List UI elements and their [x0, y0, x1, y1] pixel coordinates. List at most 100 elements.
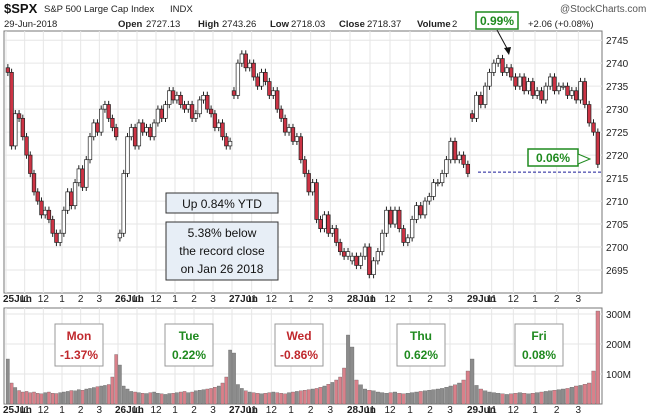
volume-bar	[13, 387, 18, 405]
x-tick-label: 1	[532, 294, 538, 305]
high-callout-arrowhead	[504, 47, 511, 55]
volume-bar	[295, 391, 299, 405]
candle-body	[193, 113, 199, 119]
candle-body	[448, 140, 453, 161]
volume-bar	[556, 389, 561, 405]
candle-body	[578, 81, 583, 101]
volume-bar	[156, 393, 160, 405]
volume-bar	[182, 391, 187, 405]
volume-bar	[414, 391, 419, 405]
x-tick-label: 12	[384, 294, 396, 305]
day-box	[274, 323, 324, 367]
volume-bar	[496, 393, 501, 405]
candle-body	[298, 136, 303, 161]
high-callout-text: 0.99%	[480, 14, 514, 28]
candle-body	[279, 108, 284, 119]
candle-body	[102, 104, 108, 110]
candle-body	[87, 136, 93, 161]
candle-body	[530, 81, 535, 96]
volume-bar	[578, 385, 583, 405]
day-name: Mon	[67, 329, 92, 343]
volume-bar	[535, 392, 540, 405]
volume-bar	[338, 376, 342, 405]
candle-body	[349, 255, 355, 262]
change-value: +2.06 (+0.08%)	[528, 19, 594, 30]
volume-bar	[397, 393, 402, 405]
x-tick-label: 12	[384, 405, 396, 415]
volume-bar	[32, 391, 36, 405]
day-box	[54, 323, 104, 367]
candle-body	[91, 122, 96, 138]
x-tick-label: 1	[59, 405, 65, 415]
volume-bar	[201, 389, 206, 405]
x-tick-label: 3	[576, 294, 582, 305]
watermark: @StockCharts.com	[560, 4, 646, 15]
volume-bar	[543, 391, 548, 405]
x-tick-label: 11	[486, 294, 497, 305]
candle-body	[461, 154, 466, 165]
volume-bar	[552, 390, 557, 405]
x-tick-label: 11	[19, 405, 30, 415]
day-box	[396, 323, 446, 367]
candle-body	[197, 99, 202, 115]
candle-body	[452, 140, 458, 161]
candle-body	[243, 53, 248, 69]
volume-bar	[322, 385, 327, 405]
candle-body	[548, 76, 553, 87]
volume-bar	[453, 384, 457, 405]
volume-bar	[47, 391, 51, 405]
volume-bar	[6, 358, 10, 405]
index-name: S&P 500 Large Cap Index	[44, 4, 154, 15]
volume-bar	[58, 392, 62, 405]
price-tick-label: 2705	[606, 220, 629, 231]
price-tick-label: 2720	[606, 151, 629, 162]
record-text-3: on Jan 26 2018	[181, 262, 264, 276]
candle-body	[144, 127, 149, 133]
candle-body	[255, 76, 260, 87]
day-box	[514, 323, 564, 367]
candle-body	[310, 182, 315, 193]
x-tick-label: 1	[407, 294, 413, 305]
volume-bar	[62, 391, 66, 405]
volume-bar	[470, 358, 475, 405]
volume-bar	[314, 388, 319, 405]
x-tick-label: 1	[59, 294, 65, 305]
x-tick-label: 12	[266, 294, 278, 305]
candle-body	[435, 182, 441, 185]
x-tick-label: 1	[172, 405, 178, 415]
volume-bar	[77, 389, 81, 405]
volume-bar	[65, 391, 70, 405]
candle-body	[306, 173, 311, 193]
candle-body	[509, 67, 514, 78]
volume-bar	[440, 388, 445, 405]
price-axis: 2695 2700 2705 2710 2715 2720 2725 2730 2735 2740…	[606, 36, 629, 277]
volume-bar	[243, 390, 248, 405]
volume-bar	[125, 388, 130, 405]
candle-body	[565, 85, 570, 96]
record-text-1: 5.38% below	[188, 226, 257, 240]
volume-tick-label: 200M	[606, 340, 631, 351]
volume-bar	[163, 394, 168, 405]
volume-bar	[144, 393, 149, 405]
day-box	[164, 323, 214, 367]
x-tick-label: 1	[532, 405, 538, 415]
volume-bar	[95, 386, 100, 405]
volume-bar	[137, 392, 141, 405]
x-tick-label: 1	[288, 294, 294, 305]
volume-bar	[178, 391, 183, 405]
candle-body	[76, 168, 81, 184]
volume-bar	[574, 385, 579, 405]
candle-body	[159, 108, 164, 119]
volume-bar	[224, 376, 229, 405]
volume-bar	[50, 393, 55, 405]
candle-body	[28, 154, 33, 174]
candle-body	[57, 232, 63, 243]
candle-body	[322, 214, 327, 229]
candle-body	[414, 205, 419, 220]
candle-body	[496, 58, 501, 64]
candle-body	[491, 62, 496, 73]
volume-bar	[358, 384, 363, 405]
x-tick-label: 11	[486, 405, 497, 415]
